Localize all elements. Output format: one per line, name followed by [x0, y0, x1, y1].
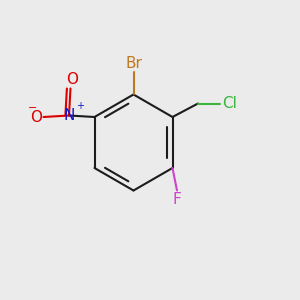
Text: N: N — [63, 108, 75, 123]
Text: Br: Br — [125, 56, 142, 70]
Text: Cl: Cl — [222, 96, 237, 111]
Text: −: − — [28, 103, 38, 112]
Text: +: + — [76, 101, 84, 111]
Text: F: F — [172, 192, 182, 207]
Text: O: O — [66, 72, 78, 87]
Text: O: O — [30, 110, 42, 124]
